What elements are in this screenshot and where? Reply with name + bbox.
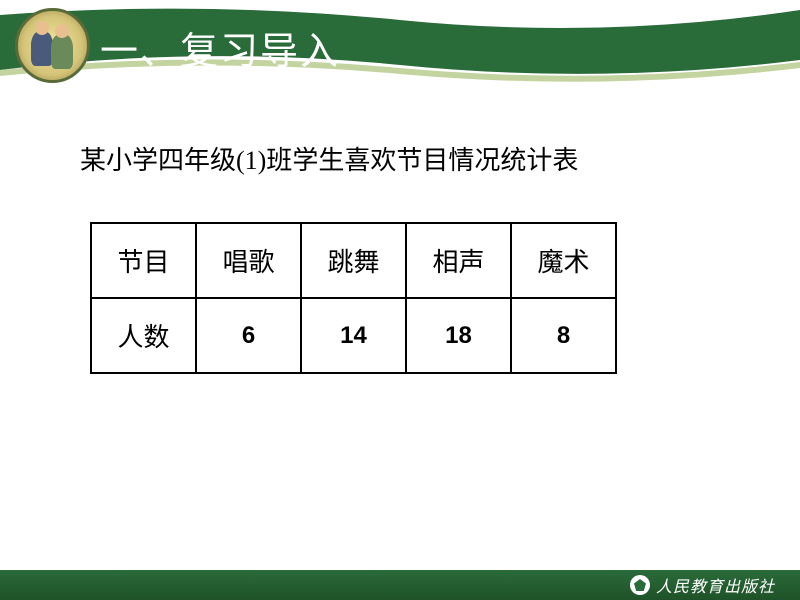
- table-data-cell: 18: [406, 298, 511, 373]
- table-header-cell: 唱歌: [196, 223, 301, 298]
- table-data-cell: 6: [196, 298, 301, 373]
- table-header-cell: 跳舞: [301, 223, 406, 298]
- badge-figures-icon: [23, 16, 83, 76]
- table-data-cell: 14: [301, 298, 406, 373]
- publisher-name: 人民教育出版社: [656, 573, 775, 597]
- statistics-table: 节目 唱歌 跳舞 相声 魔术 人数 6 14 18 8: [90, 222, 617, 374]
- footer-logo: 人民教育出版社: [630, 573, 775, 597]
- table-subtitle: 某小学四年级(1)班学生喜欢节目情况统计表: [60, 140, 740, 177]
- header-banner: 一、复习导入: [0, 0, 800, 90]
- publisher-emblem-icon: [630, 575, 650, 595]
- table-data-cell: 8: [511, 298, 616, 373]
- table-header-cell: 魔术: [511, 223, 616, 298]
- table-header-cell: 节目: [91, 223, 196, 298]
- content-area: 某小学四年级(1)班学生喜欢节目情况统计表 节目 唱歌 跳舞 相声 魔术 人数 …: [0, 90, 800, 374]
- table-header-row: 节目 唱歌 跳舞 相声 魔术: [91, 223, 616, 298]
- header-badge-icon: [15, 8, 90, 83]
- footer-bar: 人民教育出版社: [0, 570, 800, 600]
- header-title: 一、复习导入: [100, 20, 340, 75]
- table-header-cell: 相声: [406, 223, 511, 298]
- table-data-row: 人数 6 14 18 8: [91, 298, 616, 373]
- table-row-label: 人数: [91, 298, 196, 373]
